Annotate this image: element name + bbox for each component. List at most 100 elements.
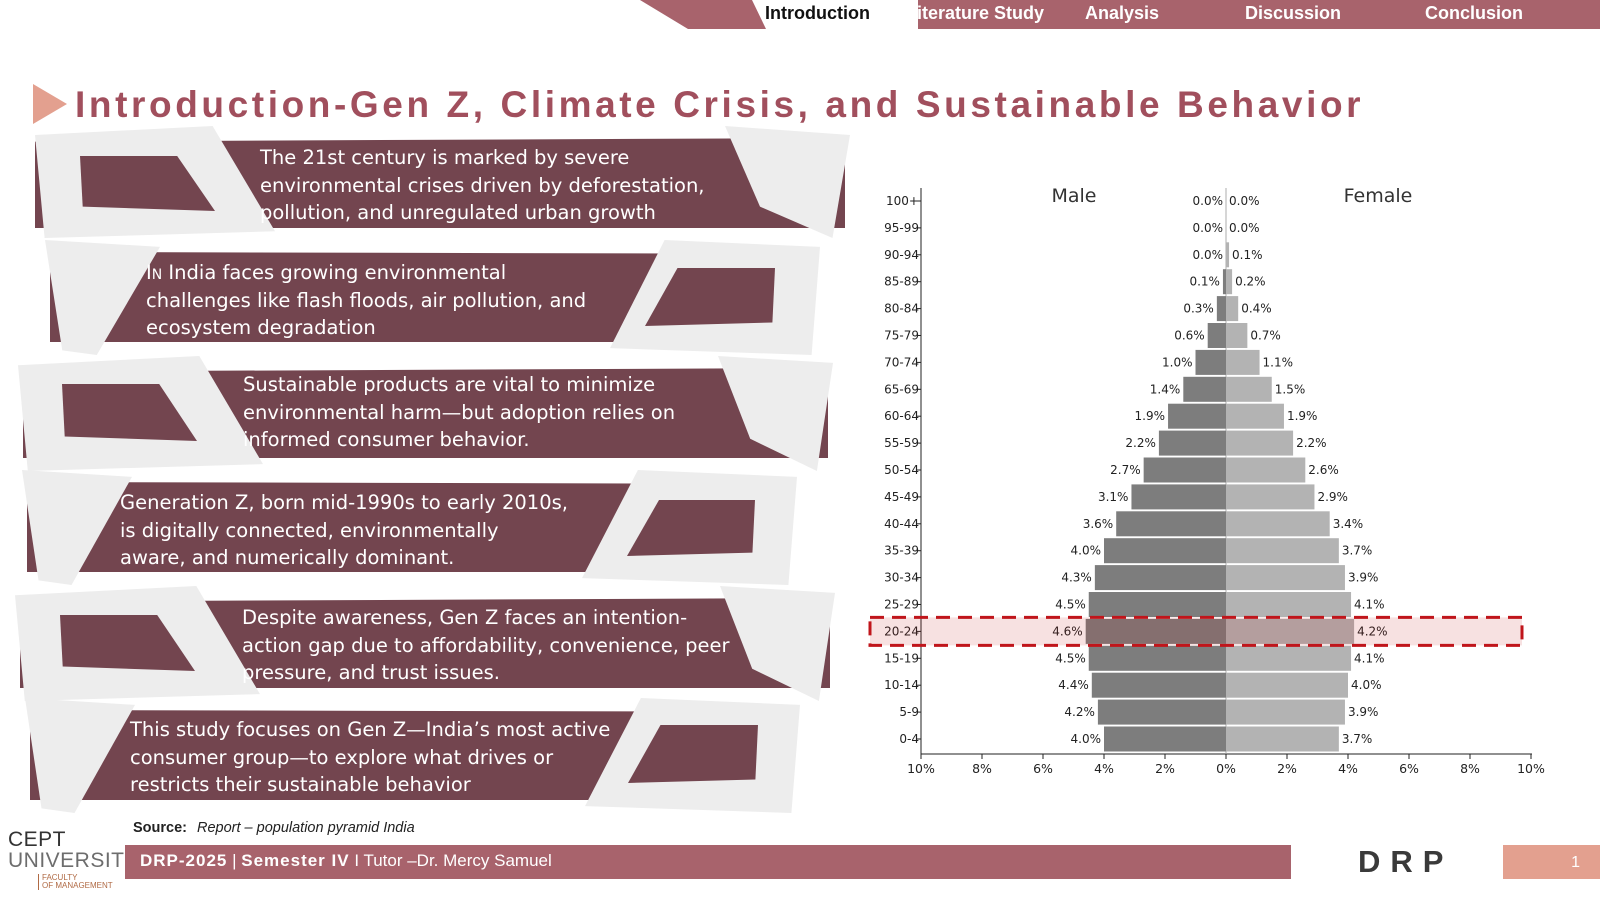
highlight-box (868, 615, 1524, 647)
value-label-male: 4.0% (1071, 732, 1102, 746)
value-label-female: 3.7% (1342, 732, 1373, 746)
series-label-male: Male (1051, 185, 1096, 207)
info-band-3: Sustainable products are vital to minimi… (18, 356, 833, 471)
value-label-female: 4.2% (1357, 624, 1388, 638)
category-label: 25-29 (884, 598, 919, 612)
footer-course: DRP-2025 (140, 851, 228, 870)
value-label-female: 1.1% (1263, 355, 1294, 369)
bullet-text-3: Sustainable products are vital to minimi… (243, 373, 676, 451)
value-label-female: 1.9% (1287, 409, 1318, 423)
bar-female (1226, 484, 1315, 510)
bar-male (1216, 296, 1226, 322)
value-label-male: 4.6% (1052, 624, 1083, 638)
info-band-5: Despite awareness, Gen Z faces an intent… (15, 586, 835, 701)
bullet-text-2: In India faces growing environmental cha… (146, 259, 586, 342)
source-note: Source: Report – population pyramid India (133, 820, 415, 836)
category-label: 100+ (886, 194, 919, 208)
bar-female (1226, 457, 1306, 483)
value-label-male: 4.2% (1064, 705, 1095, 719)
value-label-female: 2.2% (1296, 436, 1327, 450)
tab-discussion[interactable]: Discussion (1245, 3, 1342, 23)
bar-female (1226, 403, 1284, 429)
bar-female (1226, 323, 1248, 348)
value-label-male: 4.4% (1058, 678, 1089, 692)
value-label-female: 0.2% (1235, 275, 1266, 289)
value-label-male: 2.7% (1110, 463, 1141, 477)
value-label-male: 0.6% (1174, 329, 1205, 343)
value-label-female: 3.7% (1342, 544, 1373, 558)
bar-male (1158, 430, 1226, 456)
bullet-body: India faces growing environmental challe… (146, 261, 587, 339)
university-logo: CEPT UNIVERSITY FACULTY OF MANAGEMENT (8, 828, 139, 892)
bar-male (1143, 457, 1226, 483)
category-label: 95-99 (884, 221, 919, 235)
info-band-2: In India faces growing environmental cha… (45, 240, 820, 355)
x-tick-label: 2% (1277, 761, 1297, 776)
value-label-female: 0.1% (1232, 248, 1263, 262)
bar-male (1131, 484, 1226, 510)
value-label-male: 4.3% (1061, 571, 1092, 585)
value-label-male: 4.5% (1055, 598, 1086, 612)
brand-mark: DRP (1358, 844, 1454, 879)
bar-male (1168, 403, 1226, 429)
tab-introduction[interactable]: Introduction (765, 3, 870, 23)
x-tick-label: 8% (1460, 761, 1480, 776)
value-label-male: 0.0% (1193, 194, 1224, 208)
category-label: 85-89 (884, 275, 919, 289)
value-label-male: 3.6% (1083, 517, 1114, 531)
bar-male (1207, 323, 1226, 348)
footer-text: DRP-2025 | Semester IV I Tutor –Dr. Merc… (140, 851, 552, 870)
value-label-female: 4.1% (1354, 598, 1385, 612)
footer-tutor: I Tutor –Dr. Mercy Samuel (349, 851, 552, 870)
active-tab-highlight (752, 0, 918, 29)
bar-male (1104, 726, 1226, 752)
bar-male (1088, 645, 1226, 671)
bar-male (1091, 672, 1226, 698)
value-label-male: 1.4% (1150, 382, 1181, 396)
page-number-box: 1 (1503, 845, 1600, 879)
tab-conclusion[interactable]: Conclusion (1425, 3, 1523, 23)
bar-male (1116, 511, 1226, 537)
category-label: 40-44 (884, 517, 919, 531)
category-label: 20-24 (884, 624, 919, 638)
value-label-male: 0.1% (1189, 275, 1220, 289)
logo-line-3: FACULTY OF MANAGEMENT (38, 874, 113, 890)
category-label: 90-94 (884, 248, 919, 262)
category-label: 30-34 (884, 571, 919, 585)
category-label: 75-79 (884, 329, 919, 343)
value-label-female: 4.0% (1351, 678, 1382, 692)
bar-female (1226, 726, 1339, 752)
bar-female (1226, 296, 1239, 322)
category-label: 15-19 (884, 651, 919, 665)
value-label-male: 4.5% (1055, 651, 1086, 665)
bar-female (1226, 511, 1330, 537)
page-number: 1 (1571, 854, 1580, 871)
value-label-male: 1.9% (1135, 409, 1166, 423)
value-label-male: 0.3% (1183, 302, 1214, 316)
value-label-female: 0.7% (1250, 329, 1281, 343)
tab-analysis[interactable]: Analysis (1085, 3, 1160, 23)
x-tick-label: 2% (1155, 761, 1175, 776)
population-pyramid-chart: 100+ 0.0% 0.0% 95-99 0.0% 0.0% 90-94 0.0% 0.1% 85… (868, 185, 1545, 776)
x-tick-label: 6% (1399, 761, 1419, 776)
bar-male (1085, 618, 1226, 644)
title-arrow-icon (33, 84, 67, 124)
bar-female (1226, 242, 1230, 268)
logo-line-1: CEPT (8, 828, 67, 851)
category-label: 55-59 (884, 436, 919, 450)
bar-female (1226, 672, 1348, 698)
category-label: 10-14 (884, 678, 919, 692)
category-label: 5-9 (899, 705, 919, 719)
bar-female (1226, 592, 1352, 617)
page-title: Introduction-Gen Z, Climate Crisis, and … (75, 84, 1365, 125)
category-label: 80-84 (884, 302, 919, 316)
tab-literature-study[interactable]: Literature Study (906, 3, 1045, 23)
bar-male (1104, 538, 1226, 564)
category-label: 50-54 (884, 463, 919, 477)
x-tick-label: 4% (1094, 761, 1114, 776)
bar-male (1183, 376, 1226, 402)
category-label: 45-49 (884, 490, 919, 504)
bar-male (1097, 699, 1226, 725)
category-label: 35-39 (884, 544, 919, 558)
x-tick-label: 6% (1033, 761, 1053, 776)
